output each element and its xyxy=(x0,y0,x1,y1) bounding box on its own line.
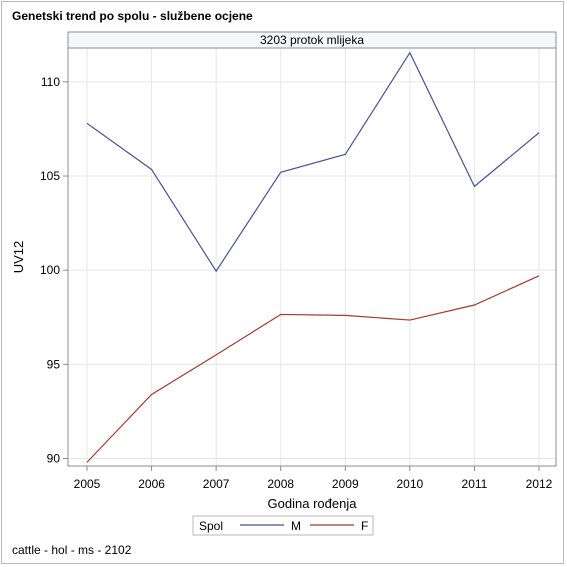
x-tick-label: 2008 xyxy=(267,477,294,491)
x-tick-label: 2011 xyxy=(462,477,488,491)
panel-title: 3203 protok mlijeka xyxy=(260,33,364,47)
y-tick-label: 100 xyxy=(40,263,60,277)
panel-header xyxy=(67,31,557,49)
gridlines xyxy=(68,48,556,466)
legend-title: Spol xyxy=(199,519,223,533)
x-axis-label: Godina rođenja xyxy=(268,496,358,511)
legend-label-m: M xyxy=(291,519,301,533)
x-tick-label: 2007 xyxy=(203,477,230,491)
x-tick-label: 2012 xyxy=(526,477,553,491)
y-tick-label: 105 xyxy=(40,169,60,183)
y-axis-label: UV12 xyxy=(11,241,26,274)
legend-label-f: F xyxy=(361,519,368,533)
series-line-f xyxy=(86,275,540,463)
x-tick-label: 2009 xyxy=(332,477,359,491)
y-tick-label: 95 xyxy=(47,357,61,371)
footnote: cattle - hol - ms - 2102 xyxy=(12,543,132,557)
series-line-m xyxy=(86,51,540,273)
plot-area-border xyxy=(67,47,557,467)
x-tick-label: 2006 xyxy=(138,477,165,491)
axes: 2005 2006 2007 2008 2009 2010 2011 2012 90 95 100 1… xyxy=(40,75,553,491)
y-tick-label: 110 xyxy=(41,75,60,89)
x-tick-label: 2010 xyxy=(397,477,424,491)
x-tick-label: 2005 xyxy=(74,477,101,491)
series-lines xyxy=(86,51,540,463)
y-tick-label: 90 xyxy=(47,451,61,465)
chart-title: Genetski trend po spolu - službene ocjen… xyxy=(12,9,253,23)
